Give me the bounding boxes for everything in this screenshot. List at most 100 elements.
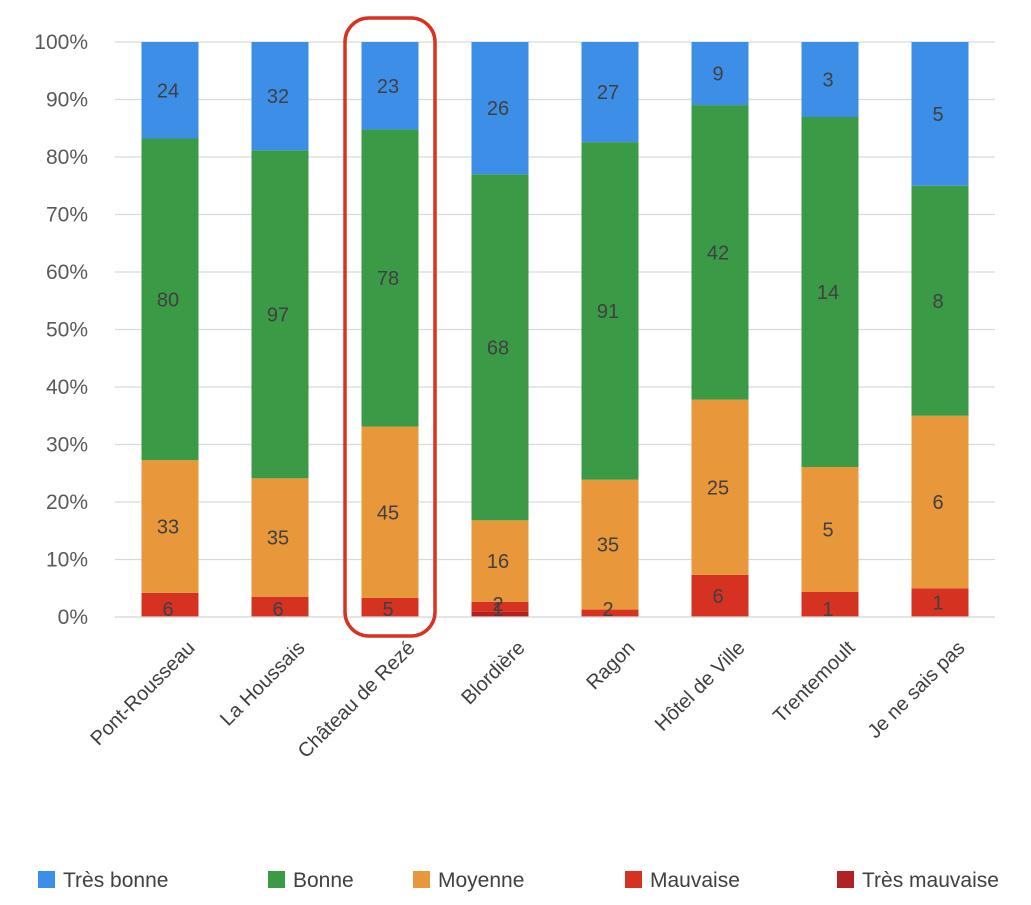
x-tick-label: Château de Rezé [294, 637, 420, 763]
bar-segment-bonne [251, 150, 309, 479]
y-tick-label: 100% [34, 31, 88, 54]
data-label: 6 [272, 599, 283, 621]
data-labels: 6338024635973254578231216682623591276254… [157, 64, 944, 621]
bar-segment-tres-bonne [141, 42, 199, 139]
legend-label: Bonne [293, 869, 354, 892]
x-tick-label: Pont-Rousseau [86, 637, 199, 750]
x-tick-label: La Houssais [216, 637, 309, 730]
y-tick-label: 40% [46, 376, 88, 399]
data-label: 26 [487, 98, 509, 120]
data-label: 1 [932, 593, 943, 615]
bar-segment-mauvaise [141, 592, 199, 617]
bar-segment-bonne [581, 142, 639, 480]
y-tick-label: 70% [46, 204, 88, 227]
bar-segment-tres-bonne [691, 42, 749, 106]
legend-label: Moyenne [438, 869, 524, 892]
y-tick-label: 50% [46, 319, 88, 342]
bar-segment-tres-bonne [471, 42, 529, 175]
bar-segment-tres-bonne [361, 42, 419, 130]
bar-segment-bonne [911, 185, 969, 416]
x-tick-label: Trentemoult [769, 637, 860, 728]
legend: Très bonne Bonne Moyenne Mauvaise Très mauva… [38, 869, 999, 892]
bar-segment-mauvaise [581, 609, 639, 617]
legend-swatch [268, 871, 285, 888]
data-label: 35 [597, 535, 619, 557]
x-tick-label: Ragon [582, 637, 639, 694]
bar-segment-tres-bonne [581, 42, 639, 143]
data-label: 3 [822, 70, 833, 92]
y-tick-label: 80% [46, 146, 88, 169]
bar-segment-moyenne [581, 479, 639, 610]
highlight-frame [343, 16, 437, 638]
bar-segment-mauvaise [251, 596, 309, 617]
data-label: 91 [597, 301, 619, 323]
bar-segment-mauvaise [471, 601, 529, 612]
data-label: 78 [377, 268, 399, 290]
legend-swatch [625, 871, 642, 888]
bar-segment-tres-mauvaise [471, 611, 529, 617]
y-tick-label: 0% [58, 606, 88, 629]
y-tick-label: 20% [46, 491, 88, 514]
legend-label: Mauvaise [650, 869, 740, 892]
data-label: 16 [487, 551, 509, 573]
bar-segment-moyenne [141, 460, 199, 593]
data-label: 32 [267, 86, 289, 108]
data-label: 6 [712, 586, 723, 608]
data-label: 25 [707, 477, 729, 499]
legend-swatch [38, 871, 55, 888]
data-label: 9 [712, 64, 723, 86]
bar-segment-mauvaise [801, 592, 859, 617]
data-label: 42 [707, 242, 729, 264]
bar-segment-mauvaise [911, 588, 969, 617]
bar-segment-mauvaise [691, 574, 749, 617]
legend-swatch [837, 871, 854, 888]
legend-label: Très mauvaise [862, 869, 999, 892]
data-label: 6 [932, 492, 943, 514]
data-label: 27 [597, 82, 619, 104]
bar-segment-bonne [141, 138, 199, 461]
bar-segment-moyenne [911, 415, 969, 589]
data-label: 6 [162, 599, 173, 621]
bar-segment-tres-bonne [911, 42, 969, 186]
data-label: 1 [492, 599, 503, 621]
data-label: 14 [817, 282, 839, 304]
legend-label: Très bonne [63, 869, 168, 892]
data-label: 33 [157, 517, 179, 539]
y-tick-label: 60% [46, 261, 88, 284]
data-label: 35 [267, 528, 289, 550]
y-axis: 0% 10% 20% 30% 40% 50% 60% 70% 80% 90% 100% [34, 31, 88, 629]
data-label: 24 [157, 80, 179, 102]
bar-segment-tres-bonne [801, 42, 859, 117]
bar-segment-moyenne [801, 467, 859, 592]
data-label: 5 [382, 599, 393, 621]
y-tick-label: 10% [46, 549, 88, 572]
grid-lines [115, 41, 995, 618]
bar-segment-moyenne [361, 426, 419, 598]
data-label: 8 [932, 291, 943, 313]
data-label: 23 [377, 76, 399, 98]
bar-segment-mauvaise [361, 597, 419, 617]
bar-segment-moyenne [691, 399, 749, 575]
bar-segment-bonne [471, 174, 529, 521]
bar-segment-bonne [691, 105, 749, 400]
data-label: 2 [602, 599, 613, 621]
y-tick-label: 90% [46, 89, 88, 112]
data-label: 97 [267, 304, 289, 326]
bar-segment-moyenne [251, 478, 309, 597]
data-label: 68 [487, 337, 509, 359]
bar-segment-bonne [361, 129, 419, 427]
highlight-box [343, 16, 437, 638]
bars [141, 42, 969, 617]
data-label: 45 [377, 502, 399, 524]
legend-swatch [413, 871, 430, 888]
data-label: 1 [822, 599, 833, 621]
x-tick-label: Blordière [457, 637, 529, 709]
bar-segment-tres-bonne [251, 42, 309, 151]
y-tick-label: 30% [46, 434, 88, 457]
x-tick-label: Hôtel de Ville [651, 637, 750, 736]
data-label: 5 [932, 104, 943, 126]
x-tick-label: Je ne sais pas [864, 637, 970, 743]
bar-segment-bonne [801, 117, 859, 467]
